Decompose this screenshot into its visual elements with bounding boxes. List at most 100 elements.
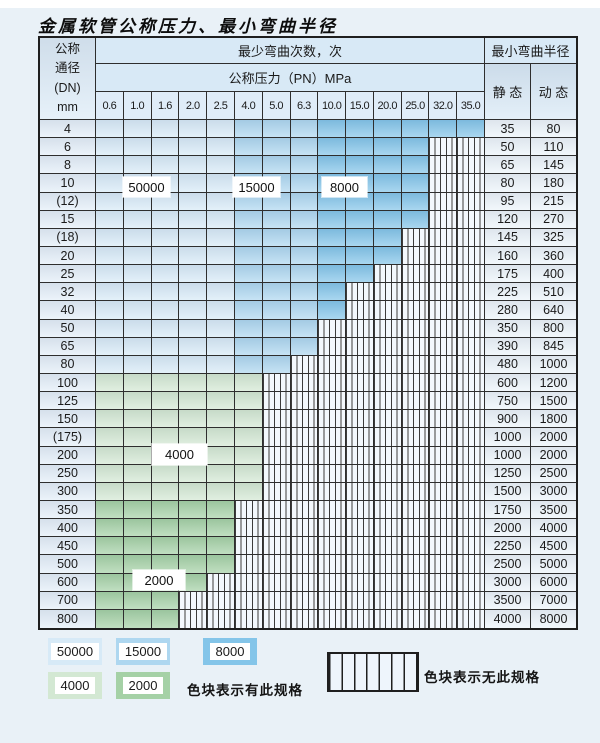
spec-cell: [429, 319, 458, 338]
spec-cell: [373, 337, 402, 356]
spec-cell: [373, 355, 402, 374]
spec-cell: [346, 537, 374, 556]
spec-cell: [262, 410, 291, 429]
spec-cell: [318, 591, 347, 610]
spec-cell: [457, 446, 485, 465]
spec-cell: [234, 246, 263, 266]
spec-cell: [318, 156, 347, 175]
spec-cell: [373, 482, 402, 501]
spec-cell: [318, 301, 347, 320]
legend-swatch-50000: 50000: [48, 638, 102, 665]
dynamic-radius-cell: 800: [531, 319, 576, 338]
spec-cell: [401, 120, 430, 139]
spec-cell: [262, 519, 291, 538]
spec-cell: [373, 591, 402, 610]
spec-cell: [123, 355, 152, 374]
spec-cell: [401, 337, 430, 356]
spec-cell: [123, 609, 152, 628]
pressure-col-4.0: 4.0: [234, 92, 263, 120]
spec-cell: [401, 138, 430, 157]
spec-cell: [151, 210, 180, 229]
spec-cell: [401, 355, 430, 374]
static-radius-cell: 175: [485, 265, 531, 284]
spec-cell: [346, 500, 374, 520]
spec-cell: [401, 410, 430, 429]
spec-cell: [96, 392, 124, 411]
spec-cell: [429, 519, 458, 538]
spec-cell: [234, 392, 263, 411]
spec-cell: [401, 283, 430, 302]
spec-cell: [401, 373, 430, 393]
spec-cell: [457, 519, 485, 538]
spec-cell: [179, 228, 208, 247]
spec-cell: [151, 464, 180, 483]
spec-cell: [346, 482, 374, 501]
dn-cell: 250: [40, 464, 96, 483]
spec-cell: [401, 591, 430, 610]
spec-cell: [207, 428, 235, 447]
spec-cell: [151, 609, 180, 628]
spec-cell: [151, 138, 180, 157]
spec-cell: [318, 355, 347, 374]
static-radius-cell: 145: [485, 228, 531, 247]
spec-cell: [123, 192, 152, 211]
dn-cell: 500: [40, 555, 96, 574]
spec-cell: [429, 410, 458, 429]
static-radius-cell: 2000: [485, 519, 531, 538]
spec-cell: [346, 392, 374, 411]
spec-cell: [290, 301, 319, 320]
dn-cell: 600: [40, 573, 96, 592]
spec-cell: [262, 192, 291, 211]
dn-cell: 6: [40, 138, 96, 157]
dn-cell: 350: [40, 500, 96, 520]
spec-cell: [373, 392, 402, 411]
pressure-col-1.0: 1.0: [123, 92, 152, 120]
spec-cell: [290, 120, 319, 139]
dynamic-radius-cell: 4000: [531, 519, 576, 538]
spec-cell: [179, 410, 208, 429]
spec-cell: [262, 210, 291, 229]
spec-cell: [179, 373, 208, 393]
spec-cell: [262, 428, 291, 447]
spec-cell: [373, 138, 402, 157]
spec-cell: [262, 609, 291, 628]
spec-cell: [234, 355, 263, 374]
spec-cell: [457, 156, 485, 175]
spec-cell: [346, 138, 374, 157]
spec-cell: [123, 210, 152, 229]
spec-cell: [123, 337, 152, 356]
dn-cell: 300: [40, 482, 96, 501]
spec-cell: [262, 228, 291, 247]
dn-cell: 8: [40, 156, 96, 175]
spec-cell: [401, 537, 430, 556]
dn-cell: 65: [40, 337, 96, 356]
dynamic-radius-cell: 360: [531, 246, 576, 266]
spec-cell: [429, 192, 458, 211]
spec-cell: [123, 482, 152, 501]
spec-cell: [151, 591, 180, 610]
spec-cell: [123, 120, 152, 139]
dn-cell: 25: [40, 265, 96, 284]
spec-cell: [123, 446, 152, 465]
pressure-col-5.0: 5.0: [262, 92, 291, 120]
spec-cell: [262, 265, 291, 284]
spec-cell: [346, 301, 374, 320]
spec-cell: [457, 355, 485, 374]
spec-cell: [429, 156, 458, 175]
spec-cell: [401, 174, 430, 193]
spec-cell: [207, 537, 235, 556]
spec-cell: [234, 500, 263, 520]
pressure-col-20.0: 20.0: [373, 92, 402, 120]
dynamic-radius-cell: 1200: [531, 373, 576, 393]
dynamic-radius-cell: 2500: [531, 464, 576, 483]
static-radius-cell: 1000: [485, 446, 531, 465]
spec-cell: [318, 428, 347, 447]
dn-cell: 20: [40, 246, 96, 266]
spec-cell: [262, 537, 291, 556]
cycle-label-15000: 15000: [233, 177, 280, 197]
spec-cell: [207, 573, 235, 592]
spec-cell: [207, 519, 235, 538]
spec-cell: [96, 192, 124, 211]
spec-table: 公称 通径 (DN) mm 最少弯曲次数，次 最小弯曲半径 公称压力（PN）MPa 静 态动 …: [38, 36, 578, 630]
spec-cell: [290, 464, 319, 483]
